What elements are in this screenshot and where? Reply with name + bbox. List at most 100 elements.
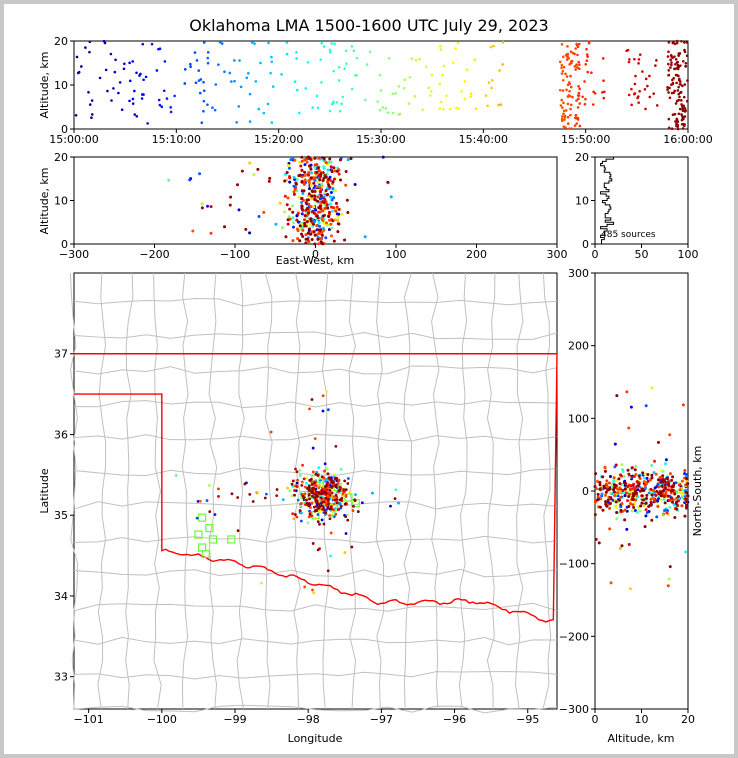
altitude-northsouth-point (627, 543, 631, 547)
time-altitude-point (567, 81, 571, 84)
time-altitude-point (636, 96, 639, 100)
plan-view-point (296, 478, 299, 482)
plan-view-point (198, 499, 202, 503)
altitude-northsouth-point (658, 490, 662, 494)
eastwest-altitude-point (278, 201, 282, 205)
time-altitude-point (158, 47, 162, 51)
time-altitude-point (397, 113, 400, 116)
time-altitude-point (678, 107, 682, 111)
time-altitude-point (648, 74, 651, 78)
altitude-northsouth-point (628, 492, 632, 496)
plan-view-point (259, 581, 263, 585)
time-altitude-point (337, 79, 341, 82)
time-altitude-point (683, 48, 686, 52)
time-altitude-point (677, 92, 681, 96)
altitude-northsouth-point (632, 482, 636, 486)
eastwest-altitude-xtick-label: 0 (312, 248, 319, 261)
eastwest-altitude-point (323, 197, 327, 201)
time-altitude-point (630, 87, 633, 91)
time-altitude-point (202, 99, 206, 103)
time-altitude-point (465, 68, 469, 72)
time-altitude-point (675, 73, 679, 77)
time-altitude-point (293, 80, 297, 84)
plan-view-point (308, 497, 311, 501)
time-altitude-point (328, 48, 332, 52)
altitude-northsouth-point (655, 489, 659, 493)
time-altitude-point (602, 96, 606, 100)
county-line (458, 272, 468, 710)
time-altitude-point (442, 64, 446, 68)
plan-view-point (328, 493, 332, 497)
time-altitude-point (295, 57, 298, 60)
altitude-northsouth-point (614, 504, 618, 508)
altitude-northsouth-point (661, 477, 665, 481)
eastwest-altitude-ytick-label: 20 (54, 151, 68, 164)
county-line (236, 272, 245, 710)
plan-view-point (314, 508, 318, 512)
altitude-northsouth-point (596, 492, 600, 496)
plan-view-point (326, 506, 330, 509)
time-altitude-point (123, 62, 126, 66)
time-altitude-point (270, 55, 273, 59)
time-altitude-point (163, 60, 167, 63)
altitude-northsouth-point (636, 488, 640, 492)
county-line (73, 636, 558, 646)
altitude-northsouth-point (619, 508, 623, 512)
time-altitude-point (88, 103, 92, 106)
plan-view-point (335, 498, 339, 501)
altitude-northsouth-point (684, 473, 688, 477)
eastwest-altitude-point (325, 203, 329, 207)
time-altitude-point (569, 85, 573, 89)
altitude-northsouth-point (601, 475, 605, 479)
time-altitude-point (117, 91, 120, 95)
county-line (125, 272, 134, 710)
plan-view-point (330, 514, 334, 518)
eastwest-altitude-point (303, 170, 307, 174)
eastwest-altitude-point (324, 161, 328, 165)
plan-view-point (308, 512, 312, 516)
county-line (73, 433, 558, 442)
altitude-northsouth-point (627, 495, 631, 499)
time-altitude-point (280, 73, 283, 76)
altitude-northsouth-point (603, 469, 607, 473)
time-altitude-point (558, 60, 562, 64)
plan-view-point (293, 513, 297, 516)
histogram-ytick-label: 0 (582, 238, 589, 251)
plan-view-point (305, 476, 309, 480)
eastwest-altitude-point (285, 203, 289, 207)
altitude-northsouth-point (631, 487, 635, 491)
eastwest-altitude-point (295, 218, 299, 222)
eastwest-altitude-points (167, 155, 393, 246)
altitude-northsouth-point (658, 475, 662, 479)
time-altitude-point (576, 45, 580, 49)
altitude-northsouth-point (642, 480, 646, 484)
time-altitude-point (189, 65, 192, 69)
plan-view-point (332, 515, 336, 518)
lma-station (227, 535, 236, 544)
time-altitude-point (206, 61, 210, 65)
time-altitude-point (637, 101, 640, 104)
altitude-northsouth-point (618, 495, 622, 499)
altitude-northsouth-point (656, 440, 660, 444)
altitude-northsouth-point (595, 479, 599, 483)
altitude-northsouth-point (642, 503, 646, 507)
time-altitude-point (565, 75, 569, 78)
altitude-northsouth-point (638, 477, 642, 481)
eastwest-altitude-point (293, 186, 297, 190)
eastwest-altitude-point (326, 193, 330, 197)
time-altitude-point (590, 71, 593, 74)
eastwest-altitude-point (288, 176, 292, 180)
plan-view-point (321, 491, 325, 495)
county-line (73, 400, 558, 409)
time-altitude-point (592, 90, 595, 94)
time-altitude-point (343, 67, 346, 70)
plan-view-point (236, 529, 240, 533)
plan-view-point (351, 509, 355, 512)
time-altitude-point (421, 108, 424, 112)
time-altitude-point (199, 78, 203, 81)
time-altitude-point (397, 85, 401, 88)
time-altitude-point (563, 114, 567, 118)
plan-view-ytick-label: 35 (54, 509, 68, 522)
eastwest-altitude-point (301, 235, 305, 239)
altitude-northsouth-point (654, 493, 658, 497)
